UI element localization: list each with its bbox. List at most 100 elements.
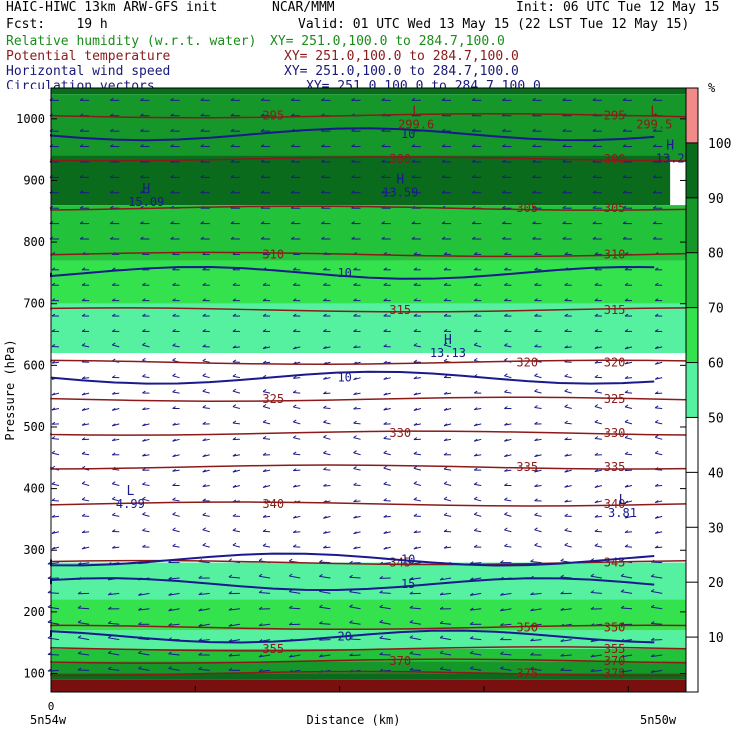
vector-arrow — [439, 668, 452, 671]
vector-arrow-head — [202, 421, 207, 425]
vector-arrow-head — [383, 344, 388, 347]
vector-arrow-head — [353, 282, 357, 286]
vector-arrow-head — [381, 97, 386, 101]
vector-arrow — [590, 654, 602, 658]
vector-arrow-head — [292, 544, 297, 548]
vector-arrow-head — [258, 654, 263, 658]
vector-arrow-head — [471, 159, 476, 163]
vector-arrow — [142, 498, 150, 502]
vector-arrow — [142, 344, 150, 348]
vector-arrow-head — [564, 420, 568, 424]
theta-contour — [50, 307, 687, 313]
vector-arrow-head — [471, 190, 476, 194]
vector-arrow-head — [534, 421, 538, 425]
vector-arrow — [168, 623, 180, 626]
vector-arrow-head — [652, 128, 657, 132]
vector-arrow — [534, 390, 542, 394]
vector-arrow — [500, 623, 512, 626]
vector-arrow — [353, 452, 361, 456]
vector-arrow — [500, 608, 512, 612]
vector-arrow-head — [624, 375, 629, 379]
vector-arrow-head — [79, 144, 84, 147]
vector-arrow-head — [502, 205, 506, 209]
vector-arrow — [534, 485, 542, 488]
vector-arrow — [112, 483, 120, 487]
vector-arrow-head — [51, 329, 56, 332]
vector-arrow-head — [590, 573, 595, 577]
vector-arrow-head — [594, 528, 599, 532]
vector-arrow-head — [654, 376, 659, 380]
vector-arrow-head — [138, 666, 142, 669]
extremum-value: 13.59 — [382, 186, 418, 200]
vector-arrow-head — [51, 546, 56, 550]
vector-arrow-head — [349, 574, 353, 578]
colorbar-frame — [685, 87, 699, 693]
wind-contour — [50, 265, 655, 280]
vector-arrow-head — [592, 97, 597, 101]
vector-arrow-head — [624, 361, 629, 365]
vector-arrow — [78, 621, 90, 625]
vector-arrow-head — [473, 313, 478, 317]
vector-arrow-head — [413, 343, 418, 346]
vector-arrow-head — [349, 653, 353, 657]
vector-arrow-head — [469, 561, 474, 565]
vector-arrow — [655, 407, 663, 409]
vector-arrow — [51, 438, 59, 440]
vector-arrow-head — [500, 622, 504, 626]
vector-arrow-head — [142, 453, 146, 457]
vector-arrow-head — [564, 404, 568, 408]
vector-arrow-head — [532, 159, 536, 163]
vector-arrow-head — [564, 329, 568, 332]
vector-arrow — [202, 514, 210, 517]
vector-arrow-head — [624, 451, 629, 455]
vector-arrow-head — [260, 128, 265, 132]
vector-arrow-head — [51, 421, 56, 425]
vector-arrow — [564, 390, 572, 394]
vector-arrow-head — [473, 453, 478, 457]
vector-arrow — [564, 375, 572, 379]
vector-arrow — [202, 544, 210, 548]
vector-arrow — [413, 345, 421, 348]
vector-arrow — [202, 360, 210, 363]
field-name-wind: Horizontal wind speed — [6, 64, 171, 79]
vector-arrow — [47, 654, 59, 656]
vector-arrow-head — [590, 590, 595, 593]
vector-arrow-head — [202, 484, 207, 488]
vector-arrow-head — [172, 389, 176, 393]
vector-arrow-head — [172, 373, 176, 377]
vector-arrow-head — [564, 542, 568, 546]
wind-contour-label: 20 — [337, 630, 351, 644]
vector-arrow-head — [473, 438, 478, 442]
extremum-value: 15.09 — [128, 195, 164, 209]
vector-arrow-head — [351, 159, 355, 163]
vector-arrow-head — [81, 422, 86, 426]
vector-arrow — [470, 638, 482, 641]
vector-arrow-head — [620, 605, 625, 609]
theta-contour — [50, 112, 687, 119]
vector-arrow-head — [411, 174, 416, 178]
vector-arrow-head — [594, 436, 599, 439]
vector-arrow-head — [142, 390, 146, 394]
vector-arrow-head — [109, 236, 114, 240]
vector-arrow-head — [81, 546, 86, 550]
vector-arrow-head — [81, 267, 86, 271]
vector-arrow-head — [172, 483, 176, 486]
vector-arrow — [624, 421, 633, 425]
vector-arrow-head — [622, 174, 627, 178]
vector-arrow-head — [172, 406, 176, 409]
vector-arrow-head — [592, 221, 597, 225]
vector-arrow-head — [650, 573, 655, 577]
vector-arrow-head — [51, 344, 56, 347]
vector-arrow-head — [353, 450, 357, 454]
vector-arrow-head — [351, 190, 355, 194]
vector-arrow-head — [624, 419, 629, 423]
vector-arrow-head — [562, 144, 566, 147]
vector-arrow — [323, 407, 331, 409]
vector-arrow-head — [624, 251, 629, 255]
theta-contour-label: 310 — [604, 247, 626, 261]
vector-arrow-head — [353, 515, 357, 519]
vector-arrow-head — [138, 650, 142, 654]
vector-arrow-head — [504, 543, 508, 547]
vector-arrow-head — [381, 190, 386, 194]
vector-arrow-head — [564, 313, 568, 317]
